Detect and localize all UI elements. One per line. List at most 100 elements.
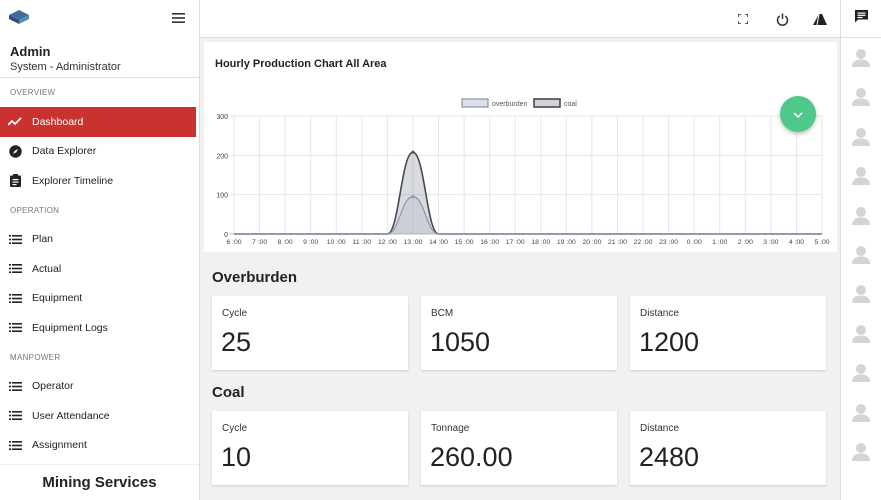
topbar	[200, 0, 840, 38]
menu-icon[interactable]	[172, 10, 185, 28]
contact-avatar-icon[interactable]	[851, 284, 871, 304]
sidebar-item-actual[interactable]: Actual	[0, 254, 199, 284]
list-icon	[8, 232, 22, 246]
series-line-coal	[233, 151, 822, 235]
sidebar-item-data-explorer[interactable]: Data Explorer	[0, 137, 199, 167]
fullscreen-icon[interactable]	[736, 12, 750, 26]
main-content: Hourly Production Chart All Area 0 100 200…	[201, 38, 840, 500]
stat-label: Cycle	[222, 423, 248, 434]
contact-avatar-icon[interactable]	[851, 324, 871, 344]
stat-label: Cycle	[222, 308, 248, 319]
legend-label-coal: coal	[564, 101, 577, 108]
stat-label: Distance	[640, 423, 679, 434]
compass-icon	[8, 144, 22, 158]
y-tick-label: 200	[216, 153, 228, 160]
chat-icon[interactable]	[854, 9, 868, 28]
chart-card: Hourly Production Chart All Area 0 100 200…	[204, 42, 837, 252]
sidebar-item-equipment-logs[interactable]: Equipment Logs	[0, 313, 199, 343]
x-tick-label: 0 :00	[687, 239, 702, 246]
sidebar-header	[0, 0, 199, 38]
x-tick-label: 22 :00	[634, 239, 653, 246]
stat-value: 10	[221, 442, 252, 472]
x-tick-label: 14 :00	[429, 239, 448, 246]
section-label-manpower: MANPOWER	[10, 352, 61, 362]
sidebar-item-label: Assignment	[32, 439, 87, 452]
chevron-down-icon	[793, 105, 803, 123]
trending-icon	[8, 115, 22, 129]
contact-avatar-icon[interactable]	[851, 166, 871, 186]
x-tick-label: 13 :00	[404, 239, 423, 246]
sidebar-item-label: User Attendance	[32, 409, 110, 422]
coal-tonnage-card: Tonnage 260.00	[421, 411, 617, 485]
rail-header	[841, 0, 881, 38]
x-tick-label: 9 :00	[303, 239, 318, 246]
x-tick-label: 8 :00	[278, 239, 293, 246]
sidebar-item-label: Plan	[32, 233, 54, 246]
list-icon	[8, 291, 22, 305]
data-point-coal	[411, 150, 415, 154]
sidebar-item-operator[interactable]: Operator	[0, 372, 199, 402]
coal-cycle-card: Cycle 10	[212, 411, 408, 485]
contact-avatar-icon[interactable]	[851, 48, 871, 68]
sidebar-item-explorer-timeline[interactable]: Explorer Timeline	[0, 166, 199, 196]
app-logo-icon[interactable]	[8, 9, 30, 30]
x-tick-label: 12 :00	[378, 239, 397, 246]
sidebar-item-label: Equipment	[32, 292, 83, 305]
stat-value: 1200	[639, 327, 700, 357]
contact-avatar-icon[interactable]	[851, 127, 871, 147]
contact-avatar-icon[interactable]	[851, 403, 871, 423]
theme-icon[interactable]	[813, 12, 827, 26]
sidebar-item-plan[interactable]: Plan	[0, 225, 199, 255]
list-icon	[8, 438, 22, 452]
clipboard-icon	[8, 174, 22, 188]
stat-label: Distance	[640, 308, 679, 319]
sidebar-item-label: Operator	[32, 380, 74, 393]
sidebar-item-dashboard[interactable]: Dashboard	[0, 107, 196, 137]
data-point-overburden	[411, 195, 415, 199]
list-icon	[8, 321, 22, 335]
stat-value: 25	[221, 327, 252, 357]
series-area-coal	[234, 152, 822, 234]
sidebar-item-label: Equipment Logs	[32, 321, 108, 334]
contact-avatar-icon[interactable]	[851, 363, 871, 383]
stat-value: 260.00	[430, 442, 513, 472]
chart-title: Hourly Production Chart All Area	[215, 58, 387, 70]
stat-value: 2480	[639, 442, 700, 472]
right-rail	[840, 0, 881, 500]
overburden-title: Overburden	[212, 269, 298, 286]
x-tick-label: 16 :00	[480, 239, 499, 246]
x-tick-label: 23 :00	[659, 239, 678, 246]
y-tick-label: 300	[216, 114, 228, 121]
x-tick-label: 10 :00	[327, 239, 346, 246]
x-tick-label: 19 :00	[557, 239, 576, 246]
list-icon	[8, 409, 22, 423]
legend-swatch-overburden	[461, 98, 489, 108]
stat-label: BCM	[431, 308, 454, 319]
stat-value: 1050	[430, 327, 491, 357]
coal-distance-card: Distance 2480	[630, 411, 826, 485]
sidebar-item-assignment[interactable]: Assignment	[0, 431, 199, 461]
x-tick-label: 4 :00	[789, 239, 804, 246]
contact-avatar-icon[interactable]	[851, 442, 871, 462]
y-tick-label: 0	[224, 232, 228, 239]
contact-avatar-icon[interactable]	[851, 87, 871, 107]
section-label-overview: OVERVIEW	[10, 88, 56, 97]
sidebar-item-label: Explorer Timeline	[32, 174, 114, 187]
y-tick-label: 100	[216, 193, 228, 200]
expand-fab-button[interactable]	[780, 96, 816, 132]
user-name: Admin	[10, 44, 51, 59]
user-role: System - Administrator	[10, 61, 121, 73]
contact-avatar-icon[interactable]	[851, 245, 871, 265]
brand-name: Mining Services	[0, 464, 199, 500]
sidebar-item-user-attendance[interactable]: User Attendance	[0, 401, 199, 431]
legend-swatch-coal	[533, 98, 561, 108]
series-line-overburden	[233, 196, 822, 235]
overburden-cycle-card: Cycle 25	[212, 296, 408, 370]
contact-avatar-icon[interactable]	[851, 206, 871, 226]
x-tick-label: 2 :00	[738, 239, 753, 246]
user-profile: Admin System - Administrator	[0, 38, 199, 78]
x-tick-label: 18 :00	[531, 239, 550, 246]
sidebar-item-equipment[interactable]: Equipment	[0, 284, 199, 314]
power-icon[interactable]	[775, 12, 789, 26]
x-tick-label: 21 :00	[608, 239, 627, 246]
